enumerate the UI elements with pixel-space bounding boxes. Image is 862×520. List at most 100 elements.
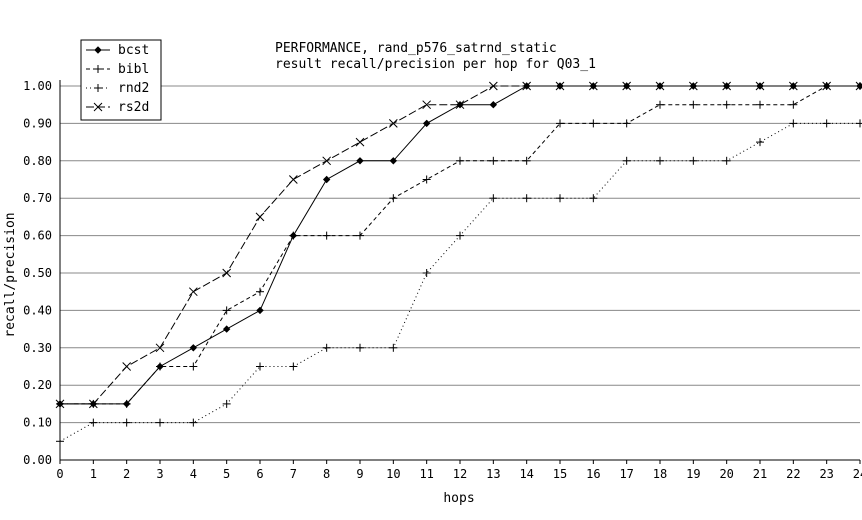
legend-box: [80, 39, 162, 121]
series-rnd2: [56, 119, 862, 446]
series-rs2d: [55, 81, 862, 409]
data-point-rnd2: [522, 194, 531, 203]
y-tick-label: 0.20: [23, 378, 52, 392]
data-point-bibl: [756, 100, 764, 109]
x-tick-label: 10: [386, 467, 400, 481]
data-point-bibl: [156, 362, 164, 371]
data-point-bibl: [422, 175, 431, 184]
data-point-bcst: [356, 157, 364, 165]
data-point-rnd2: [322, 343, 331, 352]
x-tick-label: 24: [853, 467, 862, 481]
x-tick-label: 7: [290, 467, 297, 481]
data-point-rs2d: [122, 362, 132, 371]
legend-label: bcst: [118, 43, 149, 58]
x-tick-label: 21: [753, 467, 767, 481]
y-tick-label: 0.10: [23, 416, 52, 430]
data-point-rnd2: [389, 343, 398, 352]
legend-item-bibl: bibl: [86, 62, 149, 77]
data-point-rs2d: [488, 81, 498, 91]
data-point-rnd2: [722, 156, 731, 165]
data-point-rs2d: [88, 399, 98, 409]
data-point-rs2d: [522, 81, 532, 91]
data-point-rs2d: [855, 81, 862, 91]
data-point-rnd2: [89, 418, 98, 427]
data-point-bibl: [489, 156, 498, 165]
axes: [59, 80, 861, 464]
x-tick-label: 12: [453, 467, 467, 481]
series-bcst: [56, 82, 862, 408]
data-point-rs2d: [222, 268, 232, 278]
data-point-bibl: [289, 231, 298, 240]
data-point-rnd2: [456, 231, 464, 240]
data-point-rs2d: [788, 81, 798, 91]
y-tick-label: 0.80: [23, 154, 52, 168]
legend-item-rs2d: rs2d: [86, 100, 149, 115]
legend-label: bibl: [118, 62, 149, 77]
data-point-rnd2: [122, 418, 131, 427]
x-tick-label: 15: [553, 467, 567, 481]
series-line-rs2d: [60, 85, 860, 405]
grid: [60, 85, 860, 424]
data-point-bibl: [356, 231, 364, 240]
y-tick-label: 0.00: [23, 453, 52, 467]
x-tick-label: 11: [419, 467, 433, 481]
legend: bcst bibl rnd2 rs2d: [80, 39, 162, 121]
data-point-rnd2: [422, 269, 431, 277]
data-point-bcst: [489, 100, 498, 109]
data-point-rnd2: [189, 418, 198, 427]
data-point-rs2d: [388, 119, 398, 128]
data-point-rs2d: [155, 343, 165, 353]
x-tick-label: 0: [56, 467, 63, 481]
data-point-rnd2: [489, 194, 498, 203]
data-point-rs2d: [422, 100, 432, 110]
data-point-rs2d: [622, 81, 632, 91]
chart-title: PERFORMANCE, rand_p576_satrnd_static: [275, 41, 557, 56]
data-point-rs2d: [655, 81, 665, 91]
data-point-bibl: [722, 100, 731, 109]
data-point-bcst: [222, 325, 231, 333]
data-point-rnd2: [822, 119, 831, 128]
y-tick-label: 1.00: [23, 79, 52, 93]
x-axis-label: hops: [443, 491, 474, 506]
data-point-rs2d: [755, 81, 765, 91]
data-point-bibl: [689, 100, 698, 109]
data-point-bibl: [122, 399, 131, 408]
data-point-rnd2: [222, 399, 231, 408]
data-point-rnd2: [156, 418, 164, 427]
data-point-bibl: [256, 287, 264, 296]
data-point-rs2d: [588, 81, 598, 91]
data-point-rs2d: [822, 81, 832, 91]
data-point-bibl: [556, 119, 564, 128]
data-point-rs2d: [455, 100, 465, 110]
legend-marker: [93, 102, 103, 112]
data-point-rnd2: [689, 156, 698, 165]
data-point-bibl: [656, 100, 664, 109]
series-bibl: [56, 82, 862, 408]
data-point-bibl: [322, 231, 331, 240]
series-line-bcst: [60, 85, 860, 405]
x-tick-label: 22: [786, 467, 800, 481]
y-tick-label: 0.60: [23, 229, 52, 243]
data-point-rs2d: [55, 399, 65, 409]
x-tick-label: 14: [519, 467, 533, 481]
data-point-rnd2: [556, 194, 564, 203]
data-point-rs2d: [255, 212, 265, 222]
data-point-rnd2: [56, 437, 64, 446]
data-point-rs2d: [722, 81, 732, 91]
data-point-bibl: [789, 100, 798, 109]
data-point-bcst: [422, 119, 431, 128]
x-tick-label: 2: [123, 467, 130, 481]
data-point-bibl: [456, 156, 464, 165]
data-point-rnd2: [756, 138, 764, 147]
x-tick-label: 3: [156, 467, 163, 481]
x-tick-label: 8: [323, 467, 330, 481]
data-point-bibl: [389, 194, 398, 203]
data-point-rs2d: [555, 81, 565, 91]
x-tick-label: 13: [486, 467, 500, 481]
x-tick-label: 20: [719, 467, 733, 481]
legend-item-rnd2: rnd2: [86, 81, 149, 96]
x-tick-label: 23: [819, 467, 833, 481]
data-point-bcst: [389, 157, 398, 165]
x-tick-label: 9: [356, 467, 363, 481]
y-tick-label: 0.40: [23, 303, 52, 317]
